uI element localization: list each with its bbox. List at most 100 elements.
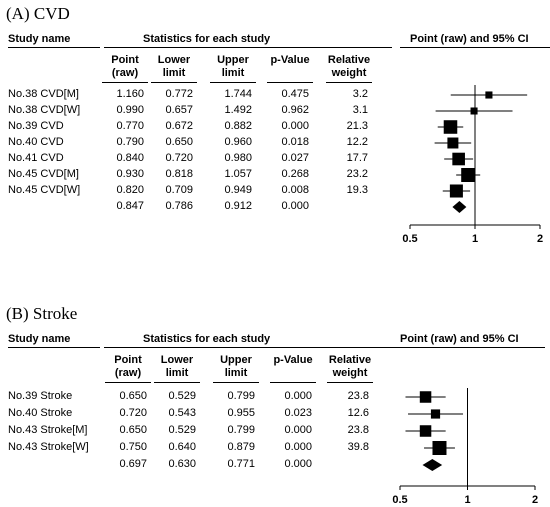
value-lower: 0.529	[168, 390, 196, 402]
column-header-underline	[213, 382, 259, 383]
value-p: 0.000	[281, 120, 309, 132]
summary-lower: 0.630	[168, 458, 196, 470]
column-header-underline	[270, 382, 316, 383]
point-estimate	[461, 168, 476, 182]
point-estimate	[449, 184, 463, 198]
forest-plot-area: 0.5 1 2	[402, 85, 543, 245]
value-point: 1.160	[116, 88, 144, 100]
value-lower: 0.640	[168, 441, 196, 453]
header-underline-plot	[400, 47, 550, 48]
header-study-name: Study name	[8, 333, 71, 345]
column-header-upper: Upper limit	[220, 354, 252, 379]
value-point: 0.650	[119, 390, 147, 402]
forest-plot-area: 0.5 1 2	[392, 388, 538, 506]
value-weight: 17.7	[346, 152, 368, 164]
panel-title: (A) CVD	[6, 4, 70, 23]
header-underline-study	[8, 47, 100, 48]
value-point: 0.720	[119, 407, 147, 419]
value-p: 0.027	[281, 152, 309, 164]
header-statistics: Statistics for each study	[143, 33, 271, 45]
column-header-lower: Lower limit	[157, 54, 191, 79]
summary-point: 0.697	[119, 458, 147, 470]
value-weight: 12.2	[346, 136, 368, 148]
summary-upper: 0.771	[227, 458, 255, 470]
study-name: No.43 Stroke[W]	[8, 441, 89, 453]
study-name: No.45 CVD[M]	[8, 168, 79, 180]
study-name: No.39 CVD	[8, 120, 64, 132]
value-weight: 3.2	[352, 88, 368, 100]
value-point: 0.650	[119, 424, 147, 436]
study-name: No.45 CVD[W]	[8, 184, 81, 196]
point-estimate	[447, 137, 459, 149]
x-tick-label: 2	[532, 494, 538, 506]
column-header-p: p-Value	[270, 54, 310, 66]
value-point: 0.840	[116, 152, 144, 164]
value-upper: 0.799	[227, 424, 255, 436]
x-tick-label: 1	[472, 233, 478, 245]
value-p: 0.475	[281, 88, 309, 100]
value-p: 0.023	[284, 407, 312, 419]
value-lower: 0.529	[168, 424, 196, 436]
value-weight: 23.8	[347, 390, 369, 402]
x-tick-label: 0.5	[392, 494, 407, 506]
value-weight: 21.3	[346, 120, 368, 132]
study-name: No.39 Stroke	[8, 390, 73, 402]
summary-p: 0.000	[281, 200, 309, 212]
study-name: No.38 CVD[W]	[8, 104, 81, 116]
column-header-weight: Relative weight	[328, 354, 372, 379]
point-estimate	[432, 441, 447, 455]
header-statistics: Statistics for each study	[143, 333, 271, 345]
study-name: No.38 CVD[M]	[8, 88, 79, 100]
column-header-underline	[327, 382, 373, 383]
value-lower: 0.543	[168, 407, 196, 419]
value-upper: 0.955	[227, 407, 255, 419]
column-header-upper: Upper limit	[217, 54, 249, 79]
value-weight: 23.8	[347, 424, 369, 436]
value-weight: 39.8	[347, 441, 369, 453]
value-p: 0.000	[284, 424, 312, 436]
value-point: 0.930	[116, 168, 144, 180]
header-plot: Point (raw) and 95% CI	[410, 33, 529, 45]
point-estimate	[443, 120, 458, 134]
point-estimate	[430, 409, 441, 419]
value-upper: 0.949	[224, 184, 252, 196]
value-lower: 0.818	[165, 168, 193, 180]
value-lower: 0.772	[165, 88, 193, 100]
value-weight: 3.1	[352, 104, 368, 116]
column-header-underline	[154, 382, 200, 383]
value-upper: 0.960	[224, 136, 252, 148]
point-estimate	[485, 91, 493, 99]
column-header-underline	[105, 382, 151, 383]
value-p: 0.018	[281, 136, 309, 148]
point-estimate	[470, 107, 478, 115]
column-header-weight: Relative weight	[327, 54, 371, 79]
point-estimate	[452, 152, 465, 166]
value-upper: 1.492	[224, 104, 252, 116]
column-header-underline	[151, 82, 197, 83]
value-point: 0.770	[116, 120, 144, 132]
value-upper: 0.980	[224, 152, 252, 164]
header-underline-stats	[104, 347, 392, 348]
summary-lower: 0.786	[165, 200, 193, 212]
value-upper: 0.799	[227, 390, 255, 402]
value-p: 0.962	[281, 104, 309, 116]
summary-upper: 0.912	[224, 200, 252, 212]
column-header-p: p-Value	[273, 354, 313, 366]
value-lower: 0.720	[165, 152, 193, 164]
summary-point: 0.847	[116, 200, 144, 212]
value-p: 0.000	[284, 390, 312, 402]
value-upper: 0.882	[224, 120, 252, 132]
study-name: No.41 CVD	[8, 152, 64, 164]
study-name: No.40 Stroke	[8, 407, 73, 419]
summary-diamond	[452, 201, 467, 213]
x-tick-label: 2	[537, 233, 543, 245]
header-underline-study	[8, 347, 100, 348]
value-point: 0.820	[116, 184, 144, 196]
value-upper: 1.057	[224, 168, 252, 180]
panel-title: (B) Stroke	[6, 304, 78, 323]
x-tick-label: 0.5	[402, 233, 417, 245]
study-name: No.40 CVD	[8, 136, 64, 148]
value-p: 0.000	[284, 441, 312, 453]
column-header-lower: Lower limit	[160, 354, 194, 379]
study-name: No.43 Stroke[M]	[8, 424, 88, 436]
